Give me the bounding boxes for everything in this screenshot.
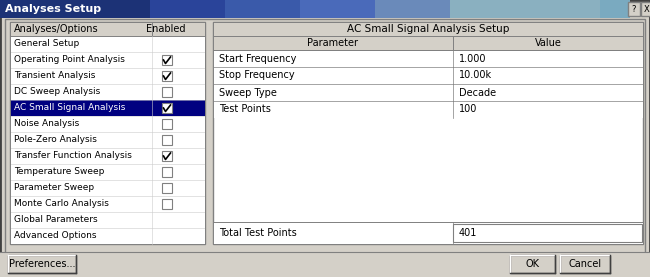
Text: Analyses/Options: Analyses/Options [14,24,99,34]
Bar [213,22,643,36]
Bar [10,196,205,212]
Bar [600,0,630,18]
Text: Cancel: Cancel [569,259,601,269]
Bar [0,0,76,18]
Bar [510,255,555,273]
Bar [213,22,643,244]
Bar [0,252,650,277]
Bar [225,0,301,18]
Bar [510,255,555,273]
Bar [8,255,76,273]
Bar [213,222,643,244]
Text: Sweep Type: Sweep Type [219,88,277,98]
Bar [162,103,172,113]
Bar [10,84,205,100]
Bar [213,36,643,50]
Bar [10,36,205,52]
Bar [10,22,205,244]
Bar [162,55,172,65]
Bar [10,228,205,244]
Bar [162,183,172,193]
Text: AC Small Signal Analysis Setup: AC Small Signal Analysis Setup [347,24,509,34]
Bar [628,2,640,16]
Text: Noise Analysis: Noise Analysis [14,119,79,129]
Text: Monte Carlo Analysis: Monte Carlo Analysis [14,199,109,209]
Bar [450,0,526,18]
Bar [375,0,451,18]
Bar [10,148,205,164]
Text: Temperature Sweep: Temperature Sweep [14,168,105,176]
Bar [162,167,172,177]
Text: Parameter Sweep: Parameter Sweep [14,183,94,193]
Text: Analyses Setup: Analyses Setup [5,4,101,14]
Text: 10.00k: 10.00k [459,71,492,81]
Bar [10,212,205,228]
Bar [10,116,205,132]
Bar [213,67,643,84]
Text: 100: 100 [459,104,477,114]
Text: Pole-Zero Analysis: Pole-Zero Analysis [14,135,97,145]
Text: Enabled: Enabled [146,24,186,34]
Bar [162,119,172,129]
Text: DC Sweep Analysis: DC Sweep Analysis [14,88,100,96]
Text: 1.000: 1.000 [459,53,486,63]
Bar [10,100,205,116]
Text: General Setup: General Setup [14,40,79,48]
Text: Transfer Function Analysis: Transfer Function Analysis [14,152,132,160]
Text: Operating Point Analysis: Operating Point Analysis [14,55,125,65]
Bar [10,132,205,148]
Text: Decade: Decade [459,88,496,98]
Text: Value: Value [534,38,562,48]
Text: Test Points: Test Points [219,104,271,114]
Text: Total Test Points: Total Test Points [219,228,297,238]
Text: Stop Frequency: Stop Frequency [219,71,294,81]
Bar [162,151,172,161]
Bar [300,0,376,18]
Text: Preferences...: Preferences... [8,259,75,269]
Bar [213,84,643,101]
Bar [213,50,643,67]
Bar [10,22,205,36]
Text: Transient Analysis: Transient Analysis [14,71,96,81]
Text: ?: ? [632,4,636,14]
Bar [560,255,610,273]
Text: X: X [644,4,650,14]
Bar [10,164,205,180]
Text: 401: 401 [459,228,477,238]
Text: Advanced Options: Advanced Options [14,232,96,240]
Text: Global Parameters: Global Parameters [14,216,98,224]
Text: AC Small Signal Analysis: AC Small Signal Analysis [14,104,125,112]
Bar [75,0,151,18]
Text: Start Frequency: Start Frequency [219,53,296,63]
Bar [10,68,205,84]
Bar [162,87,172,97]
Bar [150,0,226,18]
Bar [213,101,643,118]
Bar [162,199,172,209]
Bar [10,52,205,68]
Bar [162,135,172,145]
Bar [8,255,76,273]
Bar [525,0,601,18]
Bar [560,255,610,273]
Text: OK: OK [525,259,540,269]
Bar [10,180,205,196]
Text: Parameter: Parameter [307,38,359,48]
Bar [641,2,650,16]
Bar [453,224,642,242]
Bar [162,71,172,81]
